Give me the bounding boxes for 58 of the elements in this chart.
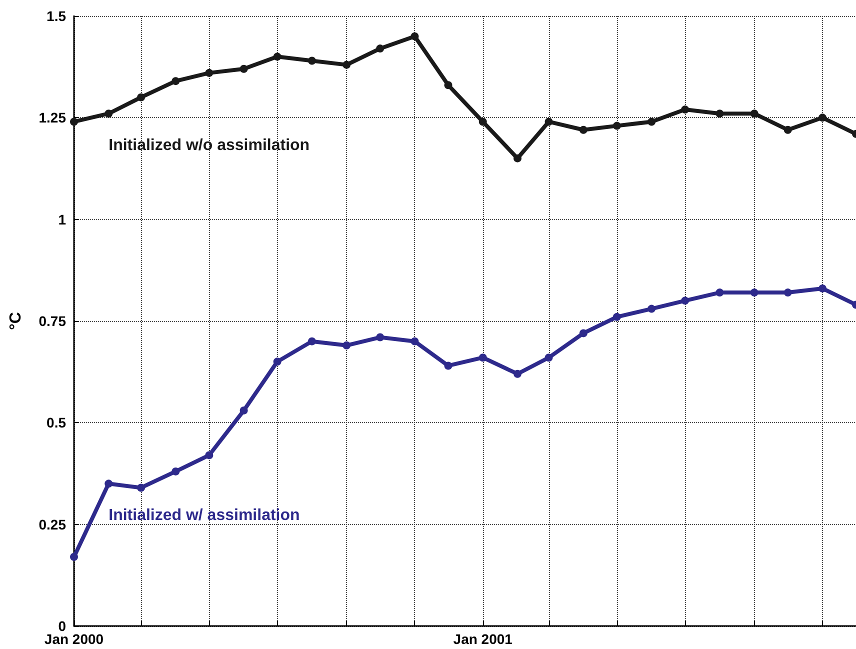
series-label: Initialized w/o assimilation	[108, 137, 310, 154]
point	[240, 64, 248, 73]
point	[240, 406, 248, 414]
x-tick-label: Jan 2001	[453, 631, 513, 647]
point	[612, 312, 621, 321]
point	[70, 118, 78, 126]
y-tick-label: 0	[58, 618, 66, 634]
point	[818, 114, 826, 122]
y-tick-label: 0.75	[38, 313, 66, 329]
point	[544, 118, 553, 126]
point	[410, 32, 419, 40]
point	[444, 362, 452, 370]
point	[716, 110, 724, 118]
point	[308, 337, 316, 346]
point	[205, 451, 214, 460]
point	[342, 60, 351, 69]
point	[444, 81, 452, 90]
point	[648, 118, 656, 126]
point	[579, 126, 588, 134]
point	[612, 122, 621, 130]
point	[784, 288, 792, 297]
point	[273, 52, 282, 61]
point	[478, 118, 487, 126]
point	[648, 304, 656, 313]
y-tick-label: 1.25	[38, 110, 66, 126]
point	[342, 341, 351, 350]
y-tick-label: 1.5	[46, 8, 66, 24]
point	[376, 333, 384, 342]
point	[784, 126, 792, 134]
point	[681, 296, 690, 305]
point	[104, 480, 113, 488]
point	[478, 354, 487, 362]
x-tick-label: Jan 2000	[44, 631, 104, 647]
point	[172, 77, 180, 86]
y-tick-label: 0.5	[46, 414, 66, 431]
point	[205, 68, 214, 77]
point	[681, 106, 690, 114]
point	[544, 354, 553, 362]
point	[750, 288, 758, 297]
point	[410, 337, 419, 346]
point	[514, 154, 522, 162]
point	[376, 44, 384, 53]
point	[137, 484, 146, 492]
point	[104, 110, 113, 118]
y-tick-label: 0.25	[38, 516, 66, 532]
point	[716, 288, 724, 297]
series-label: Initialized w/ assimilation	[108, 507, 300, 524]
point	[818, 284, 826, 292]
y-tick-label: 1	[58, 211, 66, 228]
point	[750, 110, 758, 118]
point	[273, 358, 282, 366]
point	[308, 56, 316, 65]
y-axis-title: °C	[8, 312, 24, 330]
point	[172, 467, 180, 476]
point	[514, 370, 522, 378]
point	[137, 93, 146, 102]
point	[579, 329, 588, 338]
point	[70, 552, 78, 561]
